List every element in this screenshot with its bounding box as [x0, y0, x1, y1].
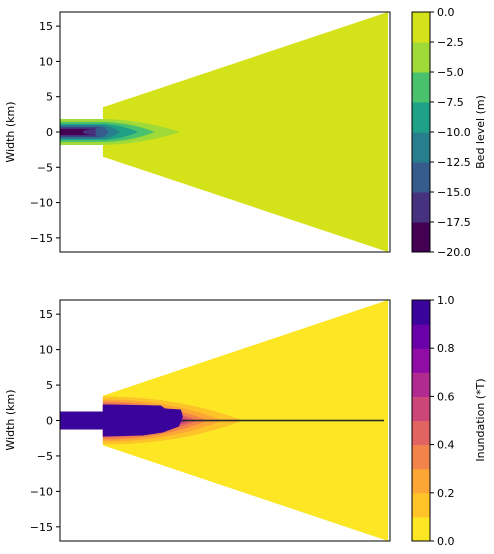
- y-tick-label: −15: [30, 232, 53, 245]
- colorbar-level: [412, 132, 430, 163]
- colorbar-level: [412, 372, 430, 397]
- channel-inundated: [60, 411, 104, 430]
- bed-contour: [60, 129, 100, 135]
- colorbar-tick-label: −5.0: [437, 66, 464, 79]
- domain-offshore-bed: [60, 12, 388, 252]
- colorbar-level: [412, 162, 430, 193]
- inundation-field: [60, 300, 388, 541]
- colorbar-level: [412, 324, 430, 349]
- inundation-colorbar: 1.0 0.8 0.6 0.4 0.2 0.0: [411, 294, 455, 548]
- y-tick-label: 10: [39, 55, 53, 68]
- y-axis-label: Width (km): [4, 101, 17, 162]
- colorbar-level: [412, 420, 430, 446]
- y-tick-label: −15: [30, 521, 53, 534]
- colorbar-label: Bed level (m): [474, 95, 487, 169]
- bed-level-panel: 15 10 5 0 −5 −10 −15 Width (km) 0.0 −2.5 −5.0 −7.…: [4, 6, 487, 259]
- y-tick-label: 10: [39, 344, 53, 357]
- colorbar-level: [412, 492, 430, 518]
- y-tick-label: 5: [46, 379, 53, 392]
- inundated-core: [102, 404, 183, 437]
- colorbar-tick-label: −2.5: [437, 36, 464, 49]
- colorbar-tick-label: 0.6: [437, 390, 455, 403]
- y-tick-label: −10: [30, 485, 53, 498]
- colorbar-level: [412, 300, 430, 325]
- bed-level-field: [60, 12, 388, 252]
- y-tick-label: −10: [30, 197, 53, 210]
- y-tick-label: −5: [37, 161, 53, 174]
- colorbar-level: [412, 222, 430, 253]
- y-tick-label: 0: [46, 415, 53, 428]
- colorbar-level: [412, 42, 430, 73]
- colorbar-tick-label: 0.0: [437, 6, 455, 19]
- colorbar-level: [412, 102, 430, 133]
- colorbar-tick-label: 0.2: [437, 487, 455, 500]
- colorbar-level: [412, 348, 430, 373]
- y-tick-label: 15: [39, 308, 53, 321]
- y-ticks: 15 10 5 0 −5 −10 −15: [30, 308, 60, 534]
- colorbar-level: [412, 444, 430, 470]
- colorbar-level: [412, 72, 430, 103]
- colorbar-tick-label: −20.0: [437, 246, 471, 259]
- colorbar-tick-label: −10.0: [437, 126, 471, 139]
- y-tick-label: 15: [39, 20, 53, 33]
- y-ticks: 15 10 5 0 −5 −10 −15: [30, 20, 60, 245]
- y-tick-label: 0: [46, 126, 53, 139]
- colorbar-tick-label: −17.5: [437, 216, 471, 229]
- colorbar-tick-label: 0.0: [437, 535, 455, 548]
- colorbar-tick-label: −15.0: [437, 186, 471, 199]
- y-axis-label: Width (km): [4, 389, 17, 450]
- y-tick-label: −5: [37, 450, 53, 463]
- inundation-panel: 15 10 5 0 −5 −10 −15 Width (km) 1.0 0.8 0.6 0.4 0.…: [4, 294, 487, 548]
- colorbar-level: [412, 192, 430, 223]
- bed-level-colorbar: 0.0 −2.5 −5.0 −7.5 −10.0 −12.5 −15.0 −17.5 −20.0: [411, 6, 471, 259]
- colorbar-level: [412, 468, 430, 494]
- colorbar-tick-label: 1.0: [437, 294, 455, 307]
- colorbar-tick-label: −12.5: [437, 156, 471, 169]
- colorbar-level: [412, 12, 430, 43]
- y-tick-label: 5: [46, 91, 53, 104]
- colorbar-tick-label: 0.8: [437, 342, 455, 355]
- colorbar-label: Inundation (*T): [474, 378, 487, 461]
- colorbar-tick-label: −7.5: [437, 96, 464, 109]
- channel-thread: [102, 419, 385, 422]
- colorbar-level: [412, 396, 430, 421]
- colorbar-frame: [411, 299, 431, 542]
- colorbar-tick-label: 0.4: [437, 439, 455, 452]
- colorbar-level: [412, 516, 430, 542]
